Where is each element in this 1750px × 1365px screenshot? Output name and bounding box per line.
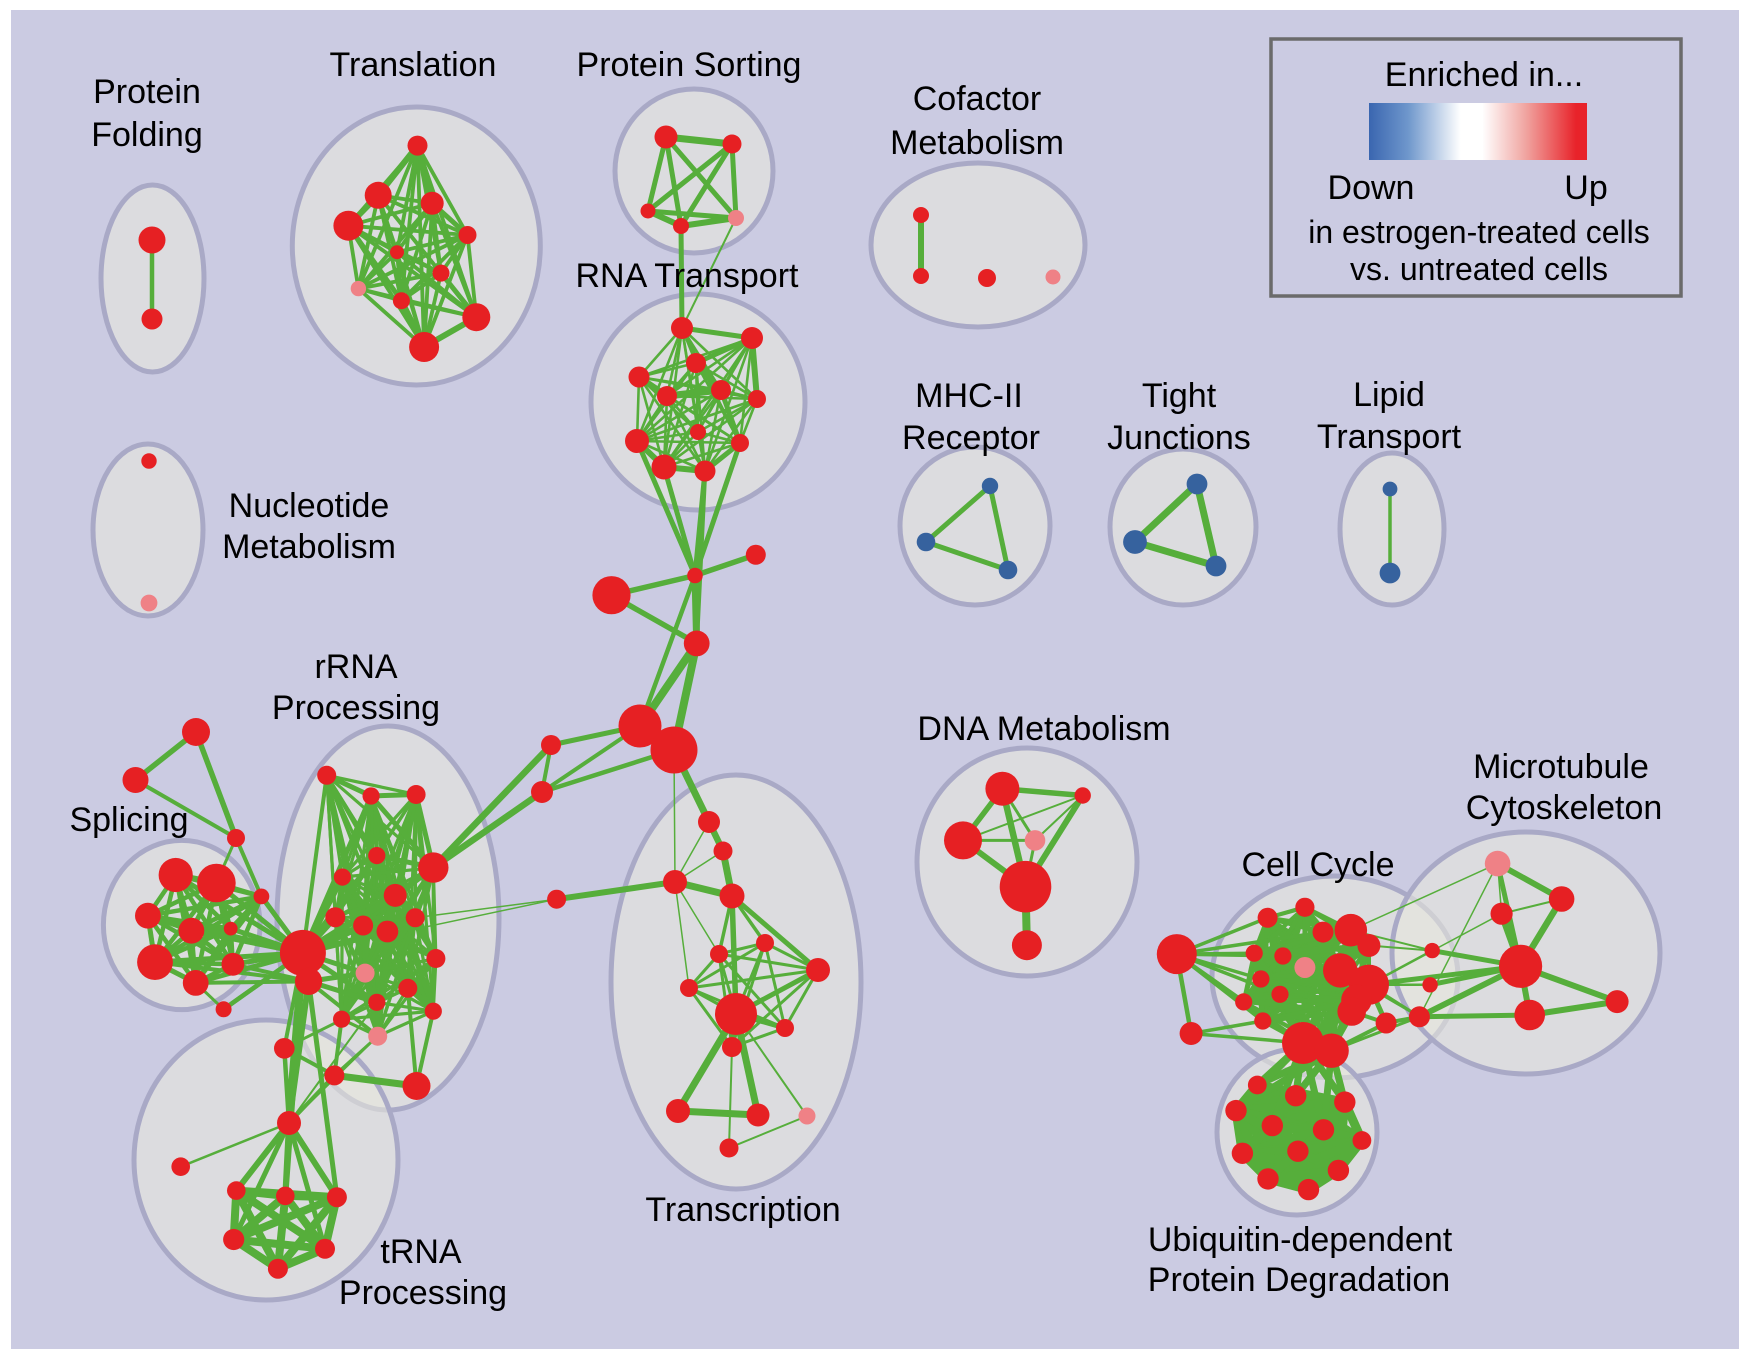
svg-text:Receptor: Receptor (902, 419, 1040, 457)
svg-text:Processing: Processing (272, 689, 440, 727)
svg-text:Nucleotide: Nucleotide (229, 487, 390, 525)
svg-text:Ubiquitin-dependent: Ubiquitin-dependent (1148, 1221, 1453, 1259)
svg-text:in estrogen-treated cells: in estrogen-treated cells (1308, 214, 1650, 250)
svg-text:Lipid: Lipid (1353, 376, 1425, 414)
svg-text:Protein Degradation: Protein Degradation (1148, 1261, 1450, 1299)
svg-text:Protein Sorting: Protein Sorting (577, 46, 802, 84)
svg-text:RNA Transport: RNA Transport (576, 257, 800, 295)
svg-text:Microtubule: Microtubule (1473, 748, 1649, 786)
svg-text:Down: Down (1328, 169, 1415, 207)
svg-text:vs. untreated cells: vs. untreated cells (1350, 251, 1608, 287)
svg-text:Junctions: Junctions (1107, 419, 1251, 457)
svg-text:Protein: Protein (93, 73, 201, 111)
svg-text:Translation: Translation (330, 46, 497, 84)
svg-text:Transport: Transport (1317, 418, 1462, 456)
svg-text:rRNA: rRNA (314, 648, 397, 686)
svg-text:Up: Up (1564, 169, 1607, 207)
svg-text:Enriched in...: Enriched in... (1385, 56, 1583, 94)
svg-text:Metabolism: Metabolism (890, 124, 1064, 162)
svg-text:tRNA: tRNA (380, 1233, 462, 1271)
svg-text:Cofactor: Cofactor (913, 80, 1042, 118)
svg-text:Metabolism: Metabolism (222, 528, 396, 566)
svg-text:Cell Cycle: Cell Cycle (1241, 846, 1394, 884)
svg-text:Splicing: Splicing (69, 801, 188, 839)
svg-text:Folding: Folding (91, 116, 203, 154)
svg-text:Tight: Tight (1142, 377, 1217, 415)
svg-text:Transcription: Transcription (645, 1191, 840, 1229)
svg-text:MHC-II: MHC-II (915, 377, 1023, 415)
svg-text:Cytoskeleton: Cytoskeleton (1466, 789, 1663, 827)
svg-text:DNA Metabolism: DNA Metabolism (917, 710, 1170, 748)
svg-text:Processing: Processing (339, 1274, 507, 1312)
